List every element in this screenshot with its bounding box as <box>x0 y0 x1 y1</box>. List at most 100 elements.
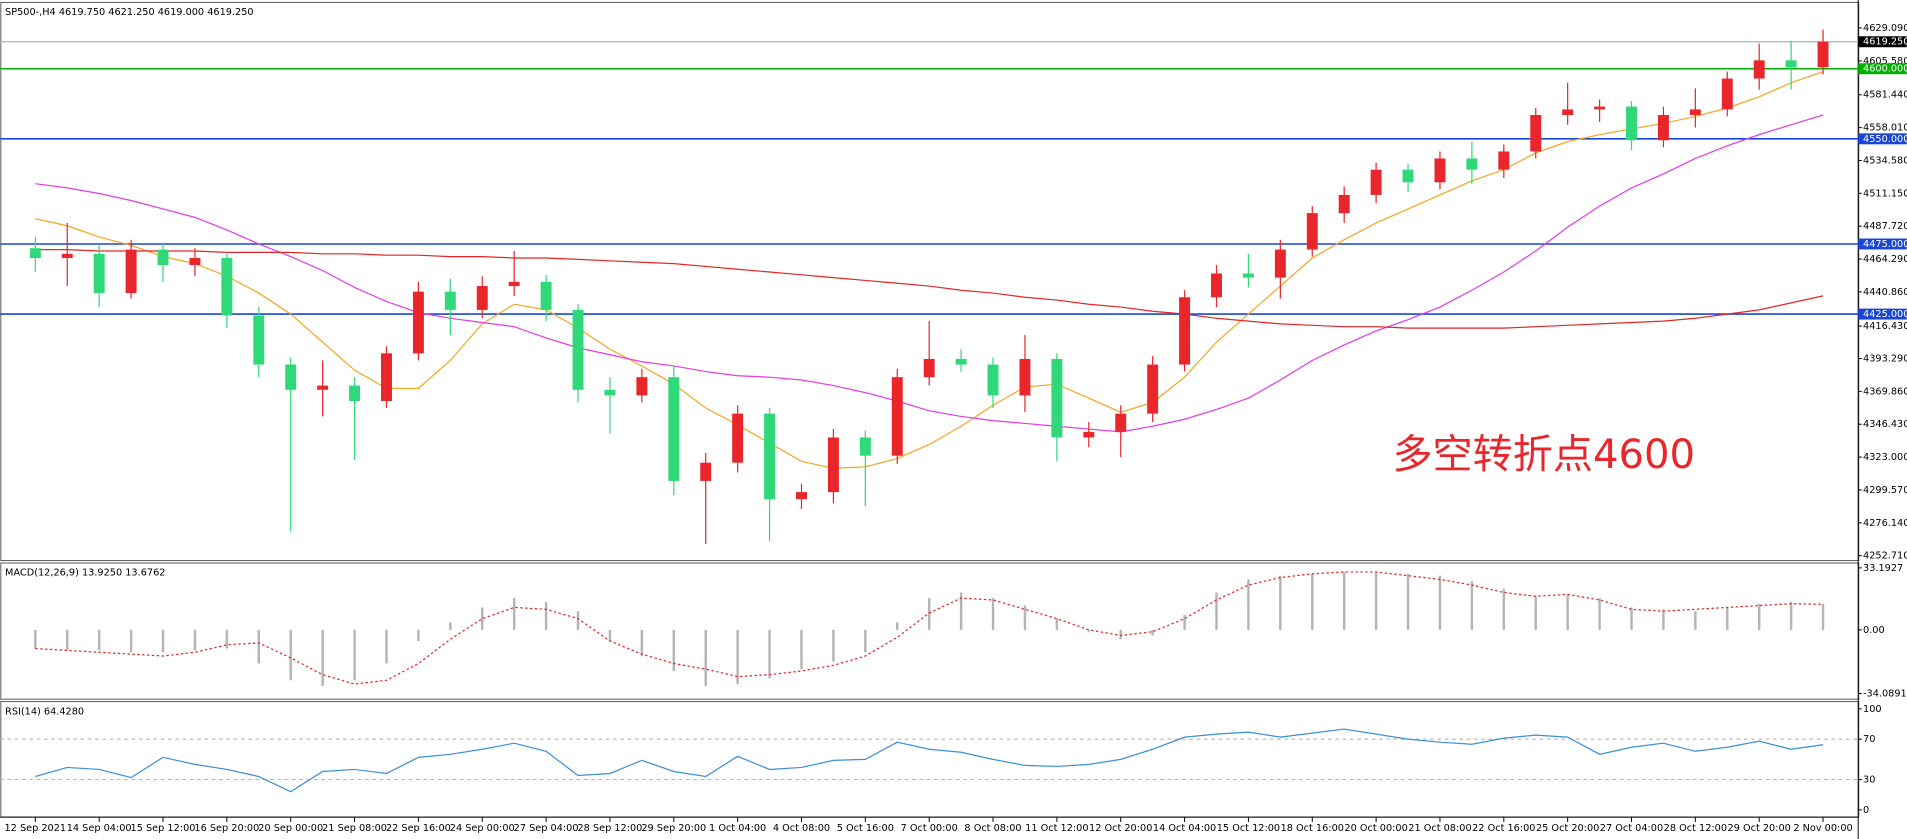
level-label: 4600.000 <box>1863 64 1907 75</box>
y-tick-label: 4487.720 <box>1863 221 1907 232</box>
macd-bar <box>1789 601 1793 630</box>
last-price-label: 4619.250 <box>1863 37 1907 48</box>
macd-bar <box>289 629 292 681</box>
candle-body <box>604 389 616 396</box>
y-tick-label: 0.00 <box>1863 625 1885 636</box>
candle-body <box>1785 60 1797 68</box>
x-tick-label: 14 Oct 04:00 <box>1153 823 1216 834</box>
macd-bar <box>864 629 867 653</box>
candle-body <box>381 353 392 402</box>
candle-body <box>1689 109 1701 116</box>
macd-bar <box>1119 629 1122 640</box>
level-label: 4475.000 <box>1863 239 1907 250</box>
candle-body <box>796 492 807 500</box>
candle-body <box>1562 109 1574 116</box>
level-label-bg <box>1858 63 1907 75</box>
annotation: 多空转折点4600 <box>1392 432 1695 478</box>
level-label-bg <box>1858 238 1907 250</box>
macd-bar <box>481 607 484 630</box>
macd-bar <box>353 629 356 681</box>
candle-body <box>827 437 839 493</box>
level-label: 4550.000 <box>1863 134 1907 145</box>
macd-bar <box>1183 614 1186 630</box>
moving-average <box>35 248 1824 329</box>
macd-bar <box>1726 607 1729 630</box>
y-tick-label: 70 <box>1863 734 1875 745</box>
y-tick-label: 4252.710 <box>1863 551 1907 562</box>
y-tick-label: 4440.860 <box>1863 287 1907 298</box>
level-label: 4425.000 <box>1863 309 1907 320</box>
macd-bar <box>1215 592 1218 630</box>
y-tick-label: 100 <box>1863 704 1882 715</box>
y-tick-label: 4346.430 <box>1863 419 1907 430</box>
y-tick-label: -34.0891 <box>1863 689 1907 700</box>
panel-frame <box>0 1 1860 562</box>
macd-bar <box>640 629 644 657</box>
candle-body <box>987 364 999 396</box>
candle-body <box>125 249 137 294</box>
candle-body <box>1338 194 1350 214</box>
level-label-bg <box>1858 308 1907 320</box>
y-tick-label: 4558.010 <box>1863 123 1907 134</box>
macd-bar <box>927 598 931 630</box>
macd-bar <box>34 629 37 649</box>
x-tick-label: 29 Oct 20:00 <box>1728 823 1791 834</box>
macd-bar <box>736 629 739 685</box>
candle-body <box>1019 358 1031 396</box>
macd-bar <box>1502 588 1506 630</box>
candle-body <box>1051 358 1063 438</box>
candle-body <box>1147 364 1159 414</box>
candle-body <box>189 258 201 266</box>
candle-body <box>349 385 361 402</box>
macd-bar <box>959 592 963 630</box>
macd-bar <box>1374 571 1378 630</box>
candle-body <box>444 291 456 310</box>
y-tick-label: 4534.580 <box>1863 155 1907 166</box>
macd-bar <box>512 598 516 630</box>
macd-bar <box>193 629 197 651</box>
candle-body <box>1817 41 1829 68</box>
macd-bar <box>768 629 771 679</box>
candle-body <box>29 248 41 259</box>
macd-bar <box>1630 607 1633 630</box>
candle-body <box>891 377 903 456</box>
candle-body <box>1626 106 1637 141</box>
y-tick-label: 4369.860 <box>1863 386 1907 397</box>
candle-body <box>1370 169 1382 195</box>
macd-bar <box>449 622 452 630</box>
macd-bar <box>1151 629 1154 636</box>
candle-body <box>540 281 552 310</box>
macd-bar <box>129 629 133 653</box>
x-tick-label: 11 Oct 12:00 <box>1025 823 1088 834</box>
macd-bar <box>1566 594 1569 630</box>
x-tick-label: 14 Sep 04:00 <box>67 823 132 834</box>
x-tick-label: 28 Oct 12:00 <box>1664 823 1727 834</box>
x-tick-label: 12 Oct 20:00 <box>1089 823 1152 834</box>
candle-body <box>732 413 744 463</box>
y-tick-label: 33.1927 <box>1863 563 1903 574</box>
moving-average <box>35 114 1824 433</box>
candle-body <box>1179 297 1191 365</box>
macd-bar <box>97 629 101 651</box>
candle-body <box>1211 273 1222 298</box>
x-tick-label: 7 Oct 00:00 <box>901 823 958 834</box>
macd-bar <box>1598 598 1601 630</box>
candle-body <box>317 385 329 390</box>
candle-body <box>955 358 967 365</box>
macd-bar <box>576 611 580 630</box>
x-tick-label: 20 Sep 00:00 <box>258 823 323 834</box>
candle-body <box>508 281 520 287</box>
macd-bar <box>1438 575 1442 630</box>
x-tick-label: 24 Sep 00:00 <box>450 823 515 834</box>
candle-body <box>1753 60 1765 79</box>
candle-body <box>1530 115 1542 152</box>
x-tick-label: 15 Oct 12:00 <box>1217 823 1280 834</box>
x-tick-label: 20 Oct 00:00 <box>1344 823 1407 834</box>
y-tick-label: 4464.290 <box>1863 254 1907 265</box>
candle-body <box>764 413 776 500</box>
x-tick-label: 5 Oct 16:00 <box>837 823 894 834</box>
macd-bar <box>608 629 612 642</box>
candle-body <box>859 437 871 456</box>
